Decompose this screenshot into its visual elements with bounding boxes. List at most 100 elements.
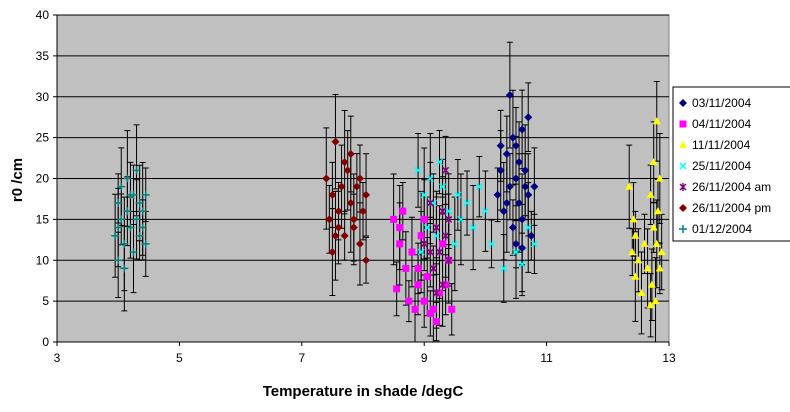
data-point	[524, 113, 533, 122]
data-point	[129, 248, 138, 257]
data-point	[512, 239, 520, 248]
data-point	[628, 248, 637, 256]
data-point	[515, 199, 524, 208]
data-point	[647, 280, 656, 288]
data-point	[355, 174, 364, 183]
legend-marker	[679, 120, 687, 128]
data-point	[518, 260, 526, 268]
y-tick-label: 25	[36, 131, 50, 145]
legend-entry-label: 25/11/2004	[692, 159, 751, 173]
data-point	[445, 256, 453, 265]
data-point	[426, 174, 434, 183]
x-tick-label: 5	[176, 351, 183, 365]
data-point	[405, 297, 413, 305]
data-point	[420, 191, 428, 199]
data-point	[414, 281, 422, 289]
data-point	[123, 174, 132, 183]
data-point	[393, 285, 401, 293]
data-point	[515, 158, 524, 167]
data-point	[481, 207, 489, 215]
data-point	[132, 166, 141, 175]
data-point	[652, 239, 661, 247]
data-point	[423, 273, 431, 281]
data-point	[637, 288, 646, 296]
x-tick-label: 9	[421, 351, 428, 365]
data-point	[646, 301, 655, 309]
data-point	[634, 256, 643, 264]
data-point	[512, 248, 520, 256]
data-point	[408, 248, 416, 256]
data-point	[436, 289, 443, 297]
data-point	[505, 182, 514, 191]
legend-marker	[679, 183, 687, 191]
data-point	[426, 248, 434, 257]
data-point	[646, 190, 655, 198]
data-point	[340, 231, 349, 240]
legend-entry-label: 04/11/2004	[692, 117, 751, 131]
data-point	[343, 166, 352, 175]
data-point	[114, 199, 123, 208]
legend-box	[672, 86, 790, 242]
legend-entry-label: 26/11/2004 am	[692, 180, 771, 194]
data-point	[527, 231, 536, 240]
data-point	[359, 207, 367, 216]
data-point	[655, 174, 664, 182]
data-point	[521, 166, 530, 175]
data-point	[655, 264, 664, 272]
x-tick-label: 7	[298, 351, 305, 365]
data-point	[135, 231, 144, 240]
data-point	[402, 264, 410, 272]
data-point	[328, 190, 337, 199]
data-point	[117, 215, 126, 224]
data-point	[530, 240, 538, 248]
y-tick-label: 5	[42, 294, 49, 308]
data-point	[325, 215, 334, 224]
legend-marker	[679, 225, 687, 233]
data-point	[521, 182, 530, 191]
data-point	[417, 248, 425, 256]
y-tick-label: 20	[36, 172, 50, 186]
data-point	[328, 248, 337, 257]
data-point	[117, 182, 126, 191]
legend-entry-label: 11/11/2004	[692, 138, 751, 152]
data-point	[649, 158, 658, 166]
data-point	[499, 207, 508, 216]
data-point	[432, 288, 440, 297]
data-point	[435, 248, 444, 257]
y-tick-label: 10	[36, 253, 50, 267]
data-point	[439, 183, 447, 191]
data-point	[432, 232, 440, 240]
data-point	[114, 256, 123, 265]
data-point	[512, 174, 520, 183]
legend-entry-label: 03/11/2004	[692, 96, 751, 110]
data-point	[445, 207, 453, 215]
y-tick-label: 0	[42, 335, 49, 349]
data-point	[423, 224, 431, 232]
data-point	[426, 309, 434, 317]
data-point	[457, 215, 465, 223]
data-point	[502, 149, 511, 158]
data-point	[496, 141, 505, 150]
data-point	[355, 239, 364, 248]
data-point	[331, 137, 340, 146]
data-point	[442, 281, 450, 289]
data-point	[530, 182, 539, 191]
data-point	[454, 191, 462, 199]
data-point	[141, 239, 150, 248]
data-point	[643, 264, 652, 272]
data-point	[334, 207, 343, 216]
data-point	[346, 149, 355, 158]
legend-marker	[679, 141, 687, 148]
data-point	[629, 215, 638, 223]
data-point	[429, 305, 437, 313]
y-axis-title: r0 /cm	[9, 158, 26, 202]
data-point	[337, 182, 346, 191]
data-point	[352, 182, 361, 191]
data-point	[442, 231, 450, 240]
data-point	[362, 190, 371, 199]
data-point	[512, 141, 520, 150]
x-axis-title: Temperature in shade /degC	[263, 383, 464, 400]
data-point	[396, 240, 404, 248]
